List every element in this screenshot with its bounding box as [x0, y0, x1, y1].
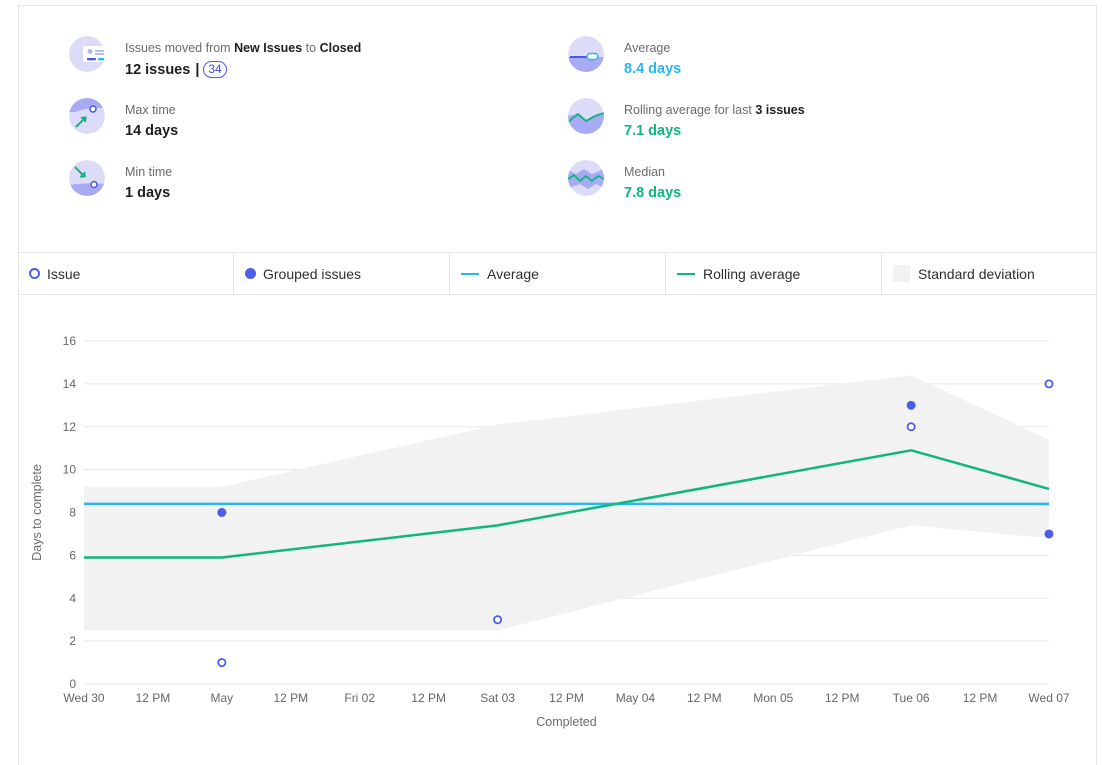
- stat-max-time: Max time 14 days: [69, 98, 178, 139]
- issue-point: [1044, 379, 1054, 389]
- average-icon: [568, 36, 604, 72]
- average-line-icon: [461, 272, 479, 275]
- rolling-line-icon: [677, 272, 695, 275]
- grouped-issue-point: [217, 508, 227, 517]
- legend-grouped-issues[interactable]: Grouped issues: [234, 253, 450, 294]
- y-axis-title: Days to complete: [30, 464, 44, 561]
- issue-count-badge[interactable]: 34: [203, 61, 227, 78]
- y-tick-label: 8: [69, 506, 76, 520]
- y-tick-label: 12: [63, 420, 77, 434]
- min-time-icon: [69, 160, 105, 196]
- rolling-average-line: [84, 449, 1050, 559]
- x-tick-label: Mon 05: [753, 691, 793, 705]
- legend-standard-deviation[interactable]: Standard deviation: [882, 253, 1097, 294]
- x-tick-label: Fri 02: [344, 691, 375, 705]
- chart-legend: Issue Grouped issues Average Rolling ave…: [18, 252, 1097, 295]
- max-time-value: 14 days: [125, 123, 179, 139]
- issues-moved-icon: [69, 36, 105, 72]
- grouped-marker-icon: [245, 268, 256, 279]
- x-tick-label: 12 PM: [273, 691, 308, 705]
- legend-rolling-average[interactable]: Rolling average: [666, 253, 882, 294]
- x-tick-label: Sat 03: [480, 691, 515, 705]
- rolling-average-icon: [568, 98, 604, 134]
- stat-rolling-average: Rolling average for last 3 issues 7.1 da…: [568, 98, 805, 139]
- x-tick-label: 12 PM: [549, 691, 584, 705]
- y-tick-label: 4: [69, 591, 76, 605]
- rolling-average-value: 7.1 days: [624, 123, 682, 139]
- issues-moved-label: Issues moved from New Issues to Closed: [125, 41, 362, 55]
- average-value: 8.4 days: [624, 61, 682, 77]
- x-tick-label: Wed 30: [63, 691, 104, 705]
- x-tick-label: Tue 06: [893, 691, 930, 705]
- min-time-value: 1 days: [125, 185, 171, 201]
- issues-moved-value: 12 issues | 34: [125, 61, 361, 78]
- stat-min-time: Min time 1 days: [69, 160, 172, 201]
- x-axis-title: Completed: [536, 715, 596, 729]
- x-tick-label: 12 PM: [963, 691, 998, 705]
- y-tick-label: 0: [69, 677, 76, 691]
- x-tick-label: May: [211, 691, 234, 705]
- median-value: 7.8 days: [624, 185, 682, 201]
- rolling-average-label: Rolling average for last 3 issues: [624, 103, 805, 117]
- x-tick-label: Wed 07: [1028, 691, 1069, 705]
- median-label: Median: [624, 165, 665, 179]
- max-time-label: Max time: [125, 103, 176, 117]
- y-tick-label: 2: [69, 634, 76, 648]
- stat-median: Median 7.8 days: [568, 160, 681, 201]
- scatter-chart: 0 2 4 6 8 10 12 14 16 Wed 30 12 PM May 12 PM Fri 02 12…: [30, 334, 1070, 729]
- issue-point: [217, 658, 227, 668]
- issue-marker-icon: [29, 268, 40, 279]
- grouped-issue-point: [906, 400, 916, 410]
- issue-point: [493, 615, 503, 625]
- y-tick-label: 6: [69, 548, 76, 562]
- min-time-label: Min time: [125, 165, 173, 179]
- x-tick-label: May 04: [616, 691, 656, 705]
- stat-average: Average 8.4 days: [568, 36, 681, 77]
- average-label: Average: [624, 41, 671, 55]
- y-tick-label: 14: [63, 377, 77, 391]
- legend-issue[interactable]: Issue: [18, 253, 234, 294]
- x-tick-label: 12 PM: [411, 691, 446, 705]
- x-tick-label: 12 PM: [825, 691, 860, 705]
- median-icon: [568, 160, 604, 196]
- y-tick-label: 16: [63, 334, 77, 348]
- y-tick-label: 10: [63, 463, 77, 477]
- grouped-issue-point: [1044, 529, 1054, 539]
- stat-issues-moved: Issues moved from New Issues to Closed 1…: [69, 36, 361, 78]
- x-tick-label: 12 PM: [136, 691, 171, 705]
- x-tick-label: 12 PM: [687, 691, 722, 705]
- std-band-icon: [893, 265, 910, 282]
- legend-average[interactable]: Average: [450, 253, 666, 294]
- issue-point: [906, 422, 916, 432]
- max-time-icon: [69, 98, 105, 134]
